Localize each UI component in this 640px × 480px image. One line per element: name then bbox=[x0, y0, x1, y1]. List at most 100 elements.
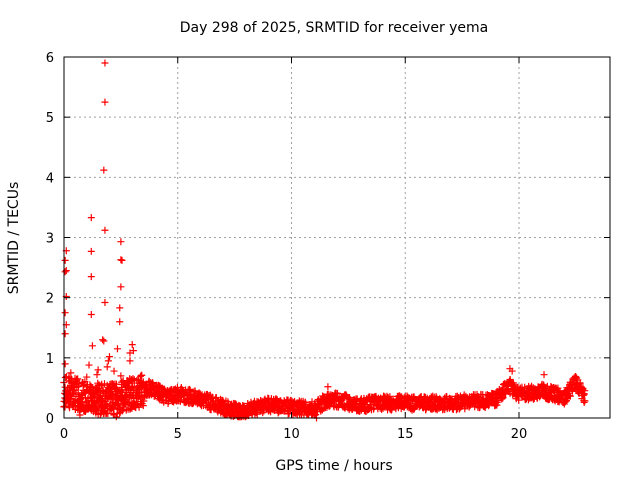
data-point bbox=[99, 396, 107, 404]
data-point bbox=[110, 411, 118, 419]
data-point bbox=[138, 371, 146, 379]
data-point bbox=[88, 342, 96, 350]
data-point bbox=[460, 391, 468, 399]
data-point bbox=[118, 407, 126, 415]
data-point bbox=[101, 59, 109, 67]
data-point bbox=[101, 298, 109, 306]
data-point bbox=[508, 367, 516, 375]
y-axis-title: SRMTID / TECUs bbox=[6, 182, 22, 295]
data-point bbox=[117, 372, 125, 380]
y-axis-tick-labels: 0 1 2 3 4 5 6 bbox=[46, 51, 54, 427]
x-axis-title: GPS time / hours bbox=[275, 458, 392, 474]
data-point bbox=[493, 398, 501, 406]
data-point bbox=[85, 361, 93, 369]
data-point bbox=[99, 336, 107, 344]
data-point bbox=[103, 363, 111, 371]
x-tick-label: 15 bbox=[397, 427, 414, 442]
data-point bbox=[114, 400, 122, 408]
data-point bbox=[566, 392, 574, 400]
data-point bbox=[119, 377, 127, 385]
y-tick-label: 0 bbox=[46, 412, 54, 427]
data-point bbox=[129, 375, 137, 383]
data-series-srmtid bbox=[60, 59, 589, 422]
grid-lines bbox=[64, 57, 610, 418]
data-point bbox=[61, 268, 69, 276]
y-tick-label: 1 bbox=[46, 352, 54, 367]
y-tick-label: 6 bbox=[46, 51, 54, 66]
data-point bbox=[104, 394, 112, 402]
data-point bbox=[101, 98, 109, 106]
x-axis-tick-labels: 0 5 10 15 20 bbox=[60, 427, 527, 442]
data-point bbox=[104, 357, 112, 365]
data-point bbox=[324, 383, 332, 391]
x-tick-label: 0 bbox=[60, 427, 68, 442]
y-tick-label: 4 bbox=[46, 171, 54, 186]
data-point bbox=[83, 373, 91, 381]
data-point bbox=[572, 373, 580, 381]
data-point bbox=[93, 371, 101, 379]
data-point bbox=[61, 309, 69, 317]
data-point bbox=[581, 397, 589, 405]
data-point bbox=[581, 387, 589, 395]
data-point bbox=[168, 391, 176, 399]
data-point bbox=[117, 256, 125, 264]
data-point bbox=[76, 411, 84, 419]
data-point bbox=[191, 387, 199, 395]
data-point bbox=[110, 367, 118, 375]
data-point bbox=[135, 403, 143, 411]
data-point bbox=[87, 311, 95, 319]
data-point bbox=[87, 273, 95, 281]
data-point bbox=[61, 403, 69, 411]
data-point bbox=[175, 397, 183, 405]
axis-ticks bbox=[63, 56, 610, 419]
data-point bbox=[75, 380, 83, 387]
data-point bbox=[240, 412, 248, 420]
data-point bbox=[106, 353, 113, 361]
data-point bbox=[113, 345, 121, 353]
data-point bbox=[233, 411, 241, 419]
data-point bbox=[140, 397, 148, 405]
x-tick-label: 20 bbox=[511, 427, 528, 442]
data-point bbox=[154, 381, 162, 389]
data-point bbox=[87, 247, 95, 255]
data-point bbox=[67, 369, 75, 377]
data-point bbox=[74, 375, 82, 383]
data-point bbox=[117, 238, 125, 246]
data-point bbox=[126, 357, 134, 365]
data-point bbox=[101, 226, 109, 234]
data-point bbox=[87, 214, 95, 222]
data-point bbox=[253, 410, 261, 418]
data-point bbox=[68, 378, 76, 386]
x-tick-label: 10 bbox=[283, 427, 300, 442]
data-point bbox=[117, 283, 125, 291]
chart-title: Day 298 of 2025, SRMTID for receiver yem… bbox=[180, 20, 489, 36]
data-point bbox=[100, 337, 108, 345]
data-point bbox=[136, 372, 144, 380]
data-point bbox=[118, 256, 126, 264]
data-point bbox=[498, 395, 506, 403]
data-point bbox=[116, 318, 124, 326]
data-point bbox=[561, 398, 569, 406]
data-point bbox=[61, 256, 69, 264]
data-point bbox=[94, 366, 102, 374]
data-point bbox=[126, 349, 134, 357]
data-point bbox=[91, 398, 99, 406]
data-point bbox=[128, 341, 136, 349]
y-tick-label: 2 bbox=[46, 292, 54, 307]
data-point bbox=[68, 392, 76, 400]
x-tick-label: 5 bbox=[174, 427, 182, 442]
data-point bbox=[100, 166, 108, 174]
data-point bbox=[87, 382, 95, 390]
data-point bbox=[405, 401, 413, 409]
data-point bbox=[61, 360, 69, 368]
data-point bbox=[61, 330, 69, 338]
data-point bbox=[116, 304, 124, 312]
data-point bbox=[580, 398, 588, 406]
data-point bbox=[515, 396, 523, 404]
data-point bbox=[74, 389, 82, 397]
data-point bbox=[540, 371, 548, 379]
y-tick-label: 3 bbox=[46, 232, 54, 247]
y-tick-label: 5 bbox=[46, 111, 54, 126]
data-point bbox=[94, 410, 102, 418]
